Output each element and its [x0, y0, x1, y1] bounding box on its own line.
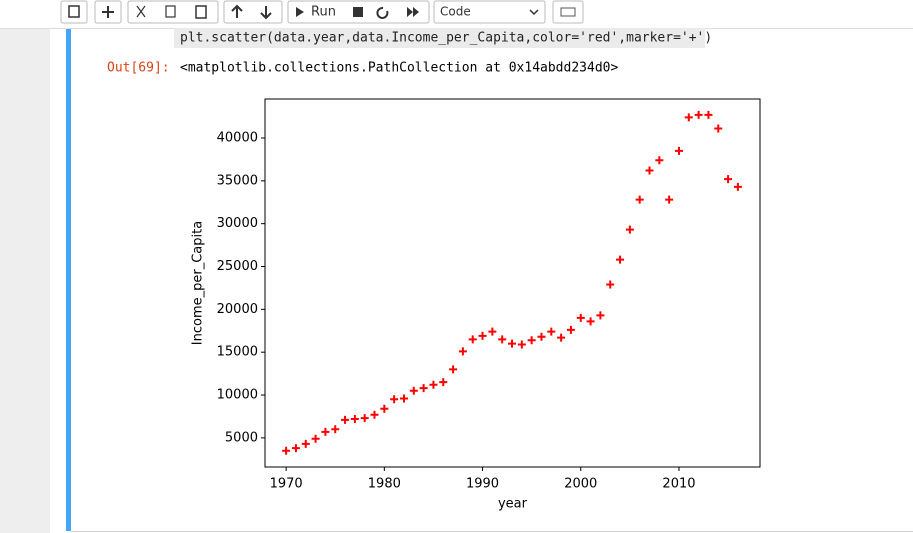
point [508, 339, 517, 348]
keyboard-button[interactable] [552, 0, 584, 24]
keyboard-icon [560, 7, 576, 17]
point [537, 332, 546, 341]
run-label: Run [311, 5, 336, 20]
point [331, 425, 340, 434]
x-tick-label: 1970 [270, 477, 303, 492]
point [566, 325, 575, 334]
point [301, 439, 310, 448]
point [674, 146, 683, 155]
point [409, 386, 418, 395]
up-icon [231, 4, 243, 18]
save-button[interactable] [60, 0, 88, 24]
y-tick-label: 15000 [217, 345, 258, 360]
point [282, 446, 291, 455]
point [439, 378, 448, 387]
point [527, 336, 536, 345]
point [291, 444, 300, 453]
y-tick-label: 10000 [217, 388, 258, 403]
point [458, 347, 467, 356]
point [321, 427, 330, 436]
point [449, 365, 458, 374]
point [704, 110, 713, 119]
point [635, 195, 644, 204]
x-tick-label: 2000 [564, 477, 597, 492]
point [517, 340, 526, 349]
output-text: <matplotlib.collections.PathCollection a… [180, 61, 618, 76]
y-tick-label: 25000 [217, 259, 258, 274]
point [370, 410, 379, 419]
point [596, 311, 605, 320]
y-tick-label: 30000 [217, 216, 258, 231]
point [625, 225, 634, 234]
point [547, 327, 556, 336]
point [576, 313, 585, 322]
point [665, 195, 674, 204]
down-icon [260, 6, 272, 20]
selected-cell-bar [66, 29, 71, 531]
cell-type-label: Code [440, 5, 471, 19]
point [733, 182, 742, 191]
y-tick-label: 5000 [225, 430, 258, 445]
x-axis-label: year [498, 497, 528, 512]
cut-icon [136, 5, 146, 18]
stop-icon [353, 7, 363, 17]
plus-icon [102, 6, 114, 18]
point [616, 255, 625, 264]
plot: 5000 10000 15000 20000 25000 30000 35000 40000 1… [191, 98, 761, 512]
x-tick-label: 1980 [368, 477, 401, 492]
point [399, 394, 408, 403]
save-icon [68, 5, 80, 18]
code-line: plt.scatter(data.year,data.Income_per_Ca… [180, 31, 712, 46]
y-axis-label: Income_per_Capita [191, 221, 206, 345]
point [684, 113, 693, 122]
point [714, 124, 723, 133]
restart-icon [376, 6, 389, 19]
point [586, 317, 595, 326]
out-prompt: Out[69]: [107, 61, 170, 76]
point [419, 384, 428, 393]
select-arrow [529, 9, 539, 16]
point [694, 110, 703, 119]
point [724, 175, 733, 184]
code-area[interactable] [174, 28, 705, 48]
point [478, 331, 487, 340]
point [557, 333, 566, 342]
paste-icon [195, 5, 207, 19]
x-tick-label: 2010 [662, 477, 695, 492]
point [311, 434, 320, 443]
plot-area [264, 98, 761, 468]
point [380, 404, 389, 413]
point [468, 335, 477, 344]
point [360, 414, 369, 423]
point [645, 166, 654, 175]
point [429, 380, 438, 389]
run-icon [296, 7, 304, 17]
y-tick-label: 35000 [217, 173, 258, 188]
x-tick-label: 1990 [466, 477, 499, 492]
move-buttons[interactable] [223, 0, 283, 24]
y-tick-label: 40000 [217, 130, 258, 145]
cell-type-select[interactable] [433, 0, 546, 24]
copy-icon [165, 5, 176, 18]
point [488, 327, 497, 336]
point [606, 280, 615, 289]
point [350, 415, 359, 424]
point [341, 415, 350, 424]
run-all-icon [407, 7, 419, 17]
point [655, 156, 664, 165]
point [498, 335, 507, 344]
y-tick-label: 20000 [217, 302, 258, 317]
point [390, 395, 399, 404]
